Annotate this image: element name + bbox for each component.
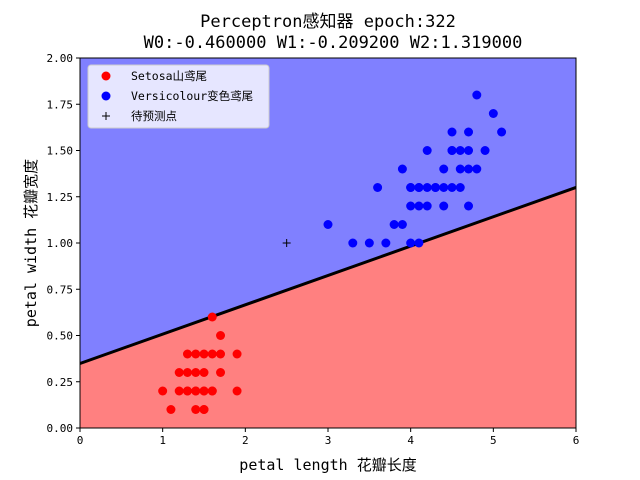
y-axis-label: petal width 花瓣宽度: [22, 159, 40, 327]
versicolour-point: [439, 201, 449, 211]
versicolour-point: [455, 164, 465, 174]
plot-area: [79, 57, 577, 429]
setosa-point: [191, 349, 201, 359]
setosa-point: [174, 368, 184, 377]
legend-marker-setosa: [101, 71, 111, 81]
setosa-point: [199, 405, 209, 414]
setosa-point: [158, 386, 168, 396]
setosa-point: [182, 386, 192, 396]
versicolour-point: [464, 146, 474, 155]
setosa-point: [199, 368, 209, 377]
predict-point: [282, 239, 291, 247]
x-tick-label: 3: [325, 434, 332, 447]
versicolour-point: [422, 146, 432, 155]
setosa-point: [182, 349, 192, 359]
setosa-point: [174, 386, 184, 396]
chart-title: Perceptron感知器 epoch:322: [200, 12, 456, 32]
versicolour-point: [455, 146, 465, 155]
setosa-point: [207, 312, 217, 322]
chart-subtitle: W0:-0.460000 W1:-0.209200 W2:1.319000: [144, 33, 523, 53]
y-tick-label: 1.25: [47, 191, 74, 204]
versicolour-point: [406, 238, 416, 248]
setosa-point: [216, 349, 226, 359]
setosa-point: [191, 386, 201, 396]
legend-label: Versicolour变色鸢尾: [131, 89, 253, 103]
versicolour-point: [389, 220, 399, 229]
setosa-point: [199, 349, 209, 359]
x-tick-label: 6: [573, 434, 580, 447]
y-tick-label: 1.00: [47, 237, 74, 250]
versicolour-point: [439, 183, 449, 192]
versicolour-point: [447, 183, 457, 192]
versicolour-point: [447, 127, 457, 137]
versicolour-point: [455, 183, 465, 192]
versicolour-point: [422, 183, 432, 192]
setosa-point: [232, 386, 242, 396]
versicolour-point: [439, 164, 449, 174]
versicolour-point: [480, 146, 490, 155]
setosa-point: [166, 405, 176, 414]
legend-label: 待预测点: [131, 109, 177, 123]
data-points: [158, 90, 507, 414]
versicolour-point: [323, 220, 333, 229]
setosa-point: [216, 368, 226, 377]
versicolour-point: [447, 146, 457, 155]
y-tick-label: 1.75: [47, 98, 74, 111]
setosa-point: [191, 405, 201, 414]
x-tick-label: 2: [242, 434, 249, 447]
versicolour-point: [397, 164, 407, 174]
versicolour-point: [406, 183, 416, 192]
y-tick-label: 0.00: [47, 422, 74, 435]
legend-box: [87, 64, 270, 129]
legend-label: Setosa山鸢尾: [131, 69, 207, 83]
versicolour-point: [488, 109, 498, 118]
versicolour-point: [464, 164, 474, 174]
versicolour-point: [414, 201, 424, 211]
x-axis-label: petal length 花瓣长度: [239, 456, 416, 474]
setosa-point: [199, 386, 209, 396]
setosa-point: [207, 349, 217, 359]
y-tick-label: 0.75: [47, 283, 74, 296]
versicolour-point: [381, 238, 391, 248]
y-tick-label: 2.00: [47, 52, 74, 65]
versicolour-point: [422, 201, 432, 211]
versicolour-point: [373, 183, 383, 192]
y-axis-ticks: 0.00 0.25 0.50 0.75 1.00 1.25 1.50 1.75 2.00: [47, 52, 80, 435]
versicolour-point: [414, 183, 424, 192]
versicolour-point: [406, 201, 416, 211]
y-tick-label: 0.50: [47, 330, 74, 343]
setosa-point: [191, 368, 201, 377]
decision-boundary-line: [79, 186, 577, 365]
setosa-point: [232, 349, 242, 359]
legend-marker-versicolour: [101, 91, 111, 101]
versicolour-point: [364, 238, 374, 248]
versicolour-point: [414, 238, 424, 248]
x-tick-label: 1: [159, 434, 166, 447]
versicolour-point: [430, 183, 440, 192]
versicolour-point: [472, 164, 482, 174]
setosa-point: [207, 386, 217, 396]
versicolour-point: [464, 127, 474, 137]
lower-region: [80, 187, 576, 428]
versicolour-point: [397, 220, 407, 229]
x-axis-ticks: 0 1 2 3 4 5 6: [77, 428, 580, 447]
x-tick-label: 4: [407, 434, 414, 447]
versicolour-point: [348, 238, 358, 248]
x-tick-label: 5: [490, 434, 497, 447]
versicolour-point: [464, 201, 474, 211]
versicolour-point: [472, 90, 482, 100]
setosa-point: [182, 368, 192, 377]
versicolour-point: [497, 127, 507, 137]
y-tick-label: 0.25: [47, 376, 74, 389]
setosa-point: [216, 331, 226, 340]
y-tick-label: 1.50: [47, 145, 74, 158]
x-tick-label: 0: [77, 434, 84, 447]
